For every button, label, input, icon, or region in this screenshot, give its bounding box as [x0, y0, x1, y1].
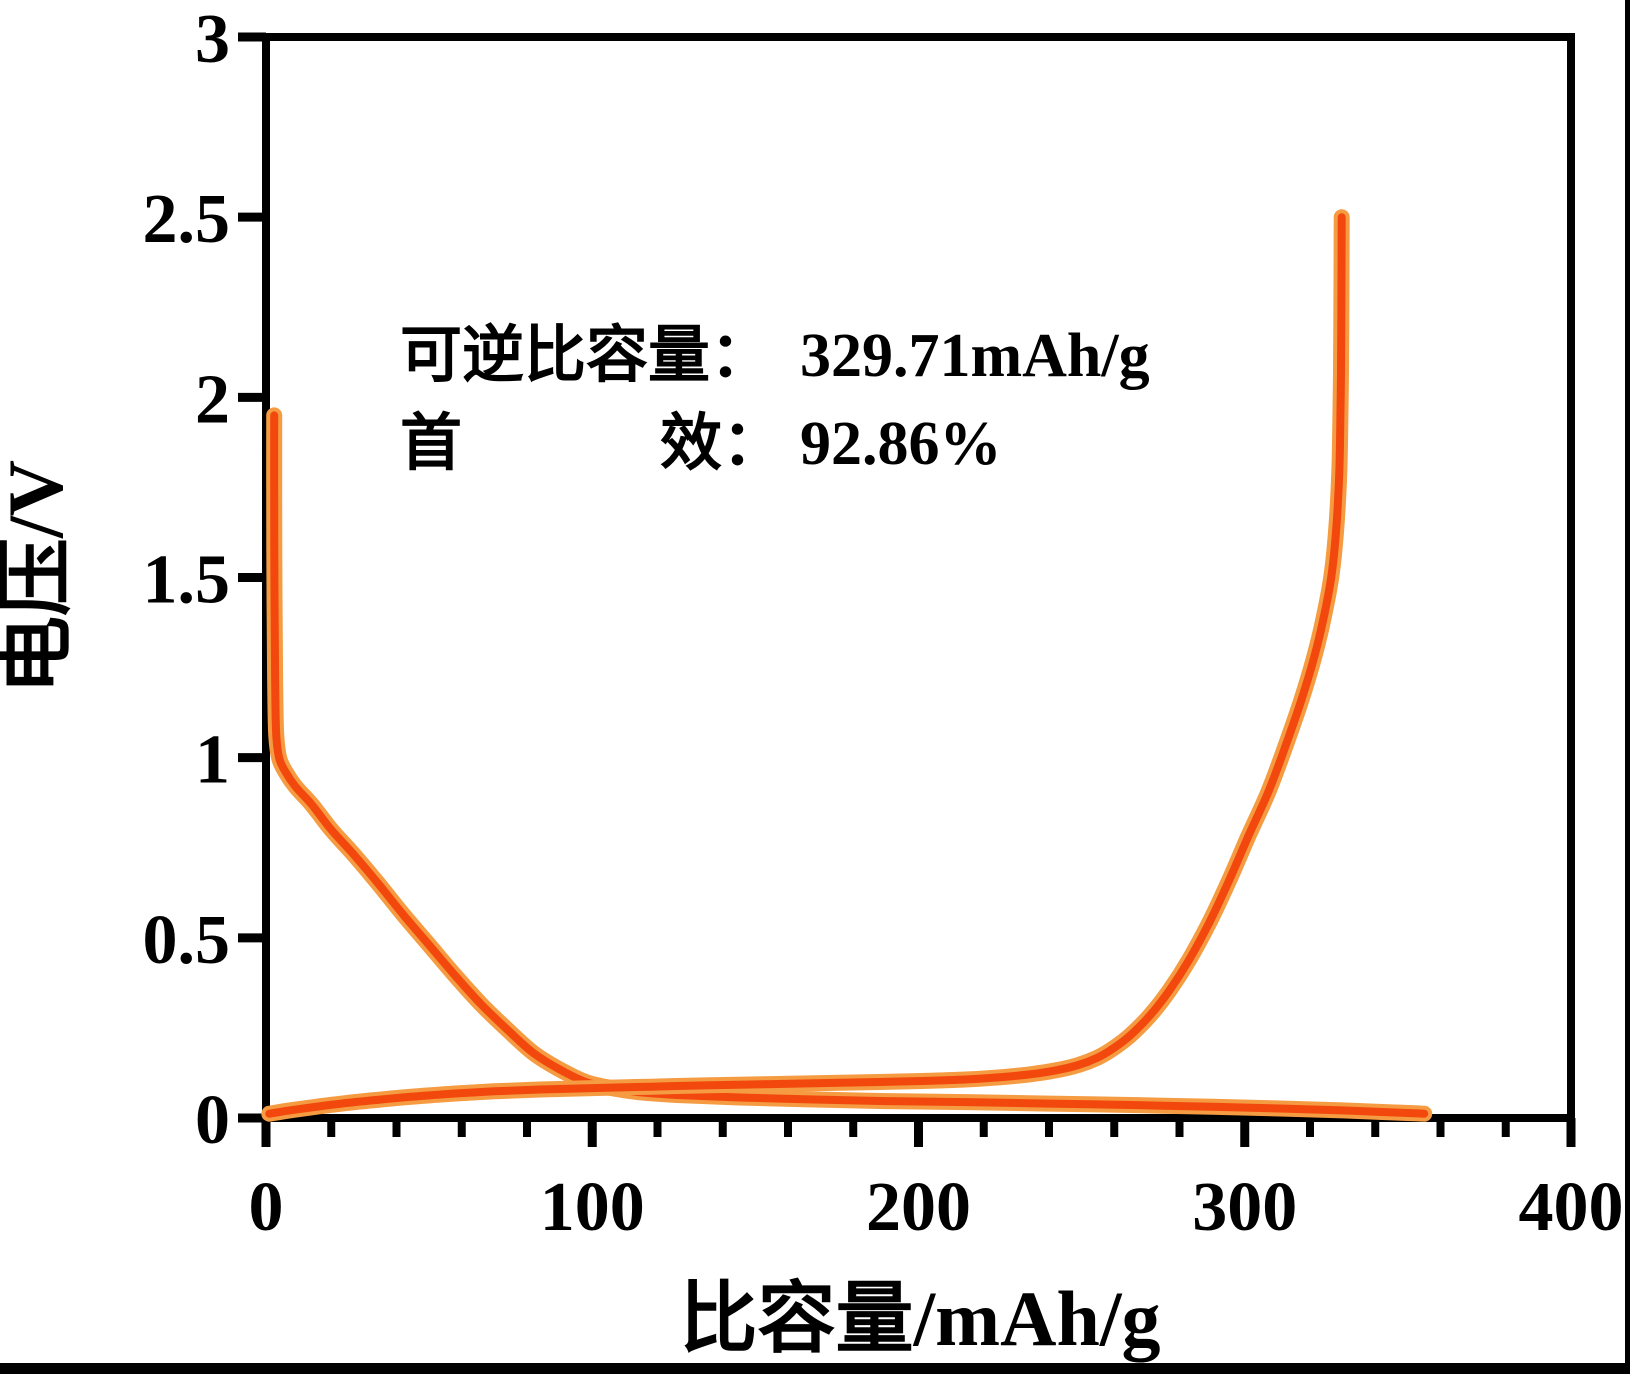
y-axis-title: 电压/V	[0, 460, 79, 694]
y-tick-label: 2	[195, 361, 230, 438]
x-tick-label: 100	[540, 1169, 645, 1246]
annotation-line2-value: 92.86%	[800, 410, 1002, 478]
curve-first-discharge-outline	[266, 407, 1433, 1122]
annotation-line2-label-first: 首	[400, 409, 462, 478]
x-minor-ticks	[327, 1118, 1510, 1137]
plot-frame	[262, 33, 1575, 1122]
annotation-line1-value: 329.71mAh/g	[800, 322, 1150, 390]
y-tick-label: 3	[195, 1, 230, 78]
curves	[261, 209, 1433, 1122]
window-right-edge	[1625, 0, 1630, 1374]
curve-first-discharge	[270, 411, 1429, 1118]
y-tick-label: 0	[195, 1082, 230, 1159]
x-tick-label: 200	[866, 1169, 971, 1246]
annotation-line1-label: 可逆比容量：	[400, 321, 772, 390]
y-major-ticks	[238, 32, 266, 1123]
x-tick-label: 400	[1519, 1169, 1624, 1246]
curve-first-charge	[265, 213, 1346, 1118]
window-bottom-edge	[0, 1363, 1630, 1374]
x-axis-title: 比容量/mAh/g	[679, 1275, 1160, 1362]
x-tick-labels: 0 100 200 300 400	[249, 1169, 1624, 1246]
y-tick-label: 1.5	[143, 542, 231, 619]
x-tick-label: 300	[1192, 1169, 1297, 1246]
y-tick-label: 0.5	[143, 902, 231, 979]
x-tick-label: 0	[249, 1169, 284, 1246]
y-tick-labels: 0 0.5 1 1.5 2 2.5 3	[143, 1, 231, 1159]
annotation-line2-label-last: 效：	[660, 409, 784, 478]
y-tick-label: 1	[195, 722, 230, 799]
x-major-ticks	[261, 1118, 1576, 1147]
y-tick-label: 2.5	[143, 181, 231, 258]
